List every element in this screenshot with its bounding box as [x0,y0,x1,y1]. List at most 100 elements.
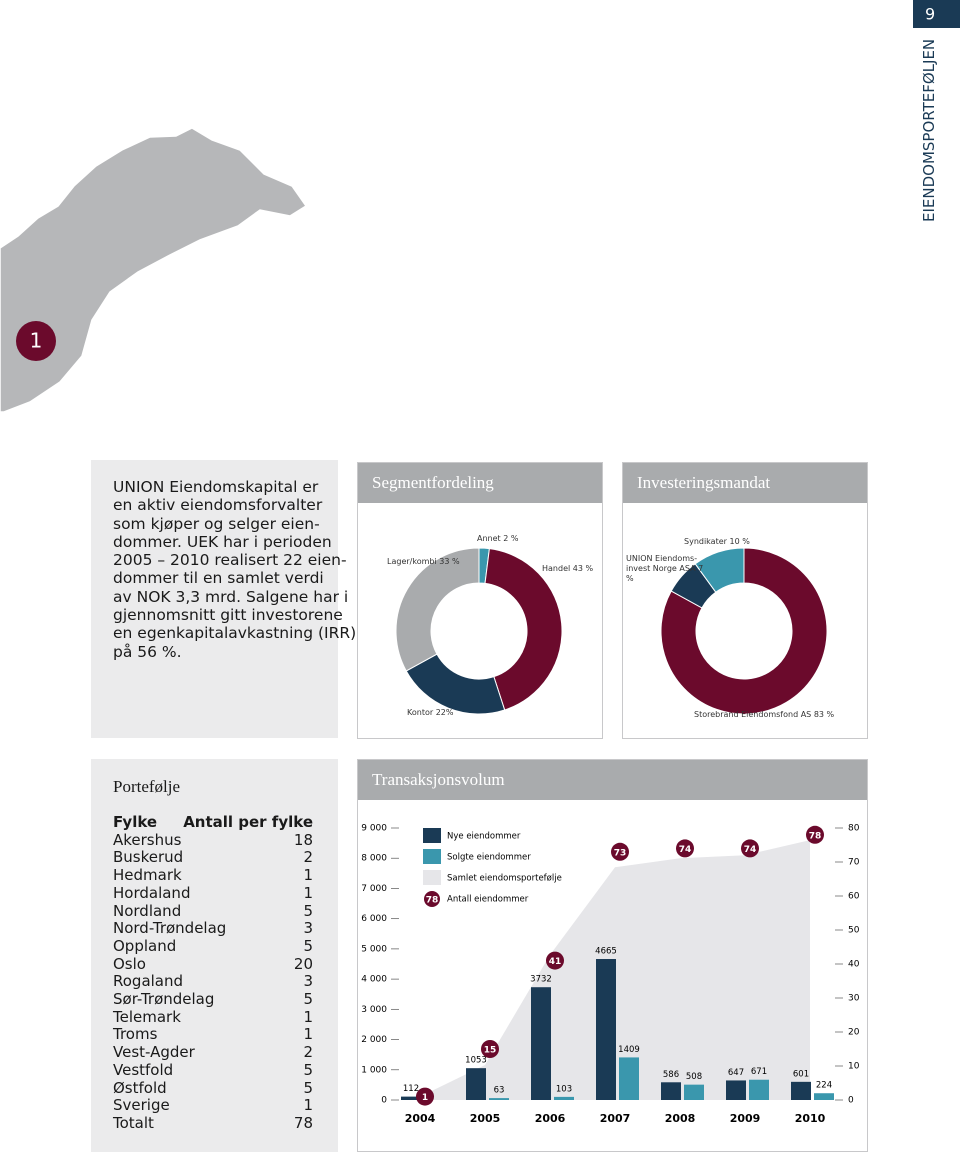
y-tick-label: 2 000 [361,1035,387,1045]
table-header: Fylke Antall per fylke [113,813,313,832]
table-cell: Sør-Trøndelag [113,990,215,1009]
y-tick-label: 7 000 [361,884,387,894]
slice-label: Annet 2 % [477,534,518,544]
bar [726,1080,746,1100]
table-row: Buskerud 2 [113,849,313,867]
slice-value: 7 % [626,564,704,583]
bar [684,1084,704,1100]
header-cell: Antall per fylke [183,813,313,831]
table-cell: Sverige [113,1096,170,1115]
slice-label: Kontor 22% [407,708,453,718]
slice-label: Handel 43 % [542,564,593,574]
table-cell: Troms [113,1025,158,1044]
count-marker [481,1040,499,1058]
y2-tick-label: 60 [848,892,860,902]
count-marker [806,825,824,844]
intro-line: på 56 %. [113,642,182,661]
x-tick-label: 2004 [405,1112,436,1125]
slice-category: UNION Eiendoms-invest Norge ASA [626,554,698,573]
table-row: Oppland 5 [113,937,313,956]
donut-slice [395,547,480,672]
side-title: EIENDOMSPORTEFØLJEN [920,39,938,222]
count-marker [741,839,759,858]
table-cell: Buskerud [113,848,184,867]
bar [554,1096,574,1100]
bar-label: 103 [556,1084,572,1094]
intro-line: dommer til en samlet verdi [113,569,324,588]
count-label: 41 [549,957,562,967]
panel-title: Investeringsmandat [623,463,867,503]
count-marker [611,842,629,861]
slice-category: Handel [542,564,571,573]
table-cell: 78 [293,1113,313,1132]
table-cell: 5 [303,990,313,1009]
table-row: Sør-Trøndelag 5 [113,990,313,1009]
bar-label: 508 [686,1072,702,1082]
intro-line: 2005 – 2010 realisert 22 eien- [113,551,347,570]
segment-panel: Segmentfordeling [357,462,603,739]
y-tick-label: 8 000 [361,854,387,864]
table-cell: Hordaland [113,883,191,902]
bar [661,1082,681,1100]
header-cell: Fylke [113,813,158,831]
donut-slice [660,547,828,715]
count-marker [416,1087,434,1106]
table-row: Vest-Agder 2 [113,1043,313,1062]
table-cell: 20 [293,954,313,973]
slice-category: Syndikater [684,537,727,546]
legend-swatch-label: 78 [426,896,439,906]
bar-label: 224 [816,1081,832,1091]
bar-label: 63 [494,1086,505,1096]
x-tick-label: 2006 [535,1112,566,1125]
table-cell: 5 [303,1078,313,1097]
legend-swatch [423,849,441,864]
intro-line: som kjøper og selger eien- [113,514,320,533]
table-cell: Totalt [113,1113,154,1132]
bar [596,959,616,1100]
legend-swatch [423,870,441,885]
slice-label: UNION Eiendoms-invest Norge ASA 7 % [626,554,706,584]
donut-chart [660,547,828,715]
x-tick-label: 2009 [730,1112,761,1125]
count-label: 15 [484,1046,497,1056]
slice-value: 33 % [439,557,460,566]
table-cell: 2 [303,848,313,867]
y2-tick-label: 10 [848,1062,860,1072]
bar-label: 586 [663,1070,679,1080]
intro-line: dommer. UEK har i perioden [113,532,332,551]
slice-value: 2 % [503,534,519,543]
table-row: Oslo 20 [113,954,313,974]
slice-label: Storebrand Eiendomsfond AS 83 % [694,710,834,720]
count-label: 78 [809,831,822,841]
donut-chart [395,547,563,715]
y-tick-label: 9 000 [361,824,387,834]
table-cell: 1 [303,883,313,902]
slice-category: Lager/kombi [387,557,437,566]
bar [749,1079,769,1100]
intro-line: en egenkapitalavkastning (IRR) [113,624,357,643]
intro-line: av NOK 3,3 mrd. Salgene har i [113,587,349,606]
bar [466,1068,486,1100]
page-number: 9 [925,5,935,24]
y2-tick-label: 40 [848,960,860,970]
legend-label: Antall eiendommer [447,895,529,905]
y-tick-label: 0 [381,1096,387,1106]
table-row: Telemark 1 [113,1008,313,1027]
bar-label: 112 [403,1084,419,1094]
x-tick-label: 2008 [665,1112,696,1125]
bar [401,1096,421,1100]
y2-tick-label: 20 [848,1028,860,1038]
table-row: Nord-Trøndelag 3 [113,920,313,938]
legend-label: Samlet eiendomsportefølje [447,874,562,884]
bar [619,1057,639,1100]
slice-value: 83 % [813,710,835,719]
page-number-box [913,0,960,28]
legend-swatch [423,828,441,843]
donut-slice [694,547,745,593]
slice-value: 22% [435,708,454,717]
y-tick-label: 3 000 [361,1005,387,1015]
slice-value: 10 % [729,537,750,546]
slice-category: Kontor [407,708,434,717]
count-label: 74 [744,845,757,855]
